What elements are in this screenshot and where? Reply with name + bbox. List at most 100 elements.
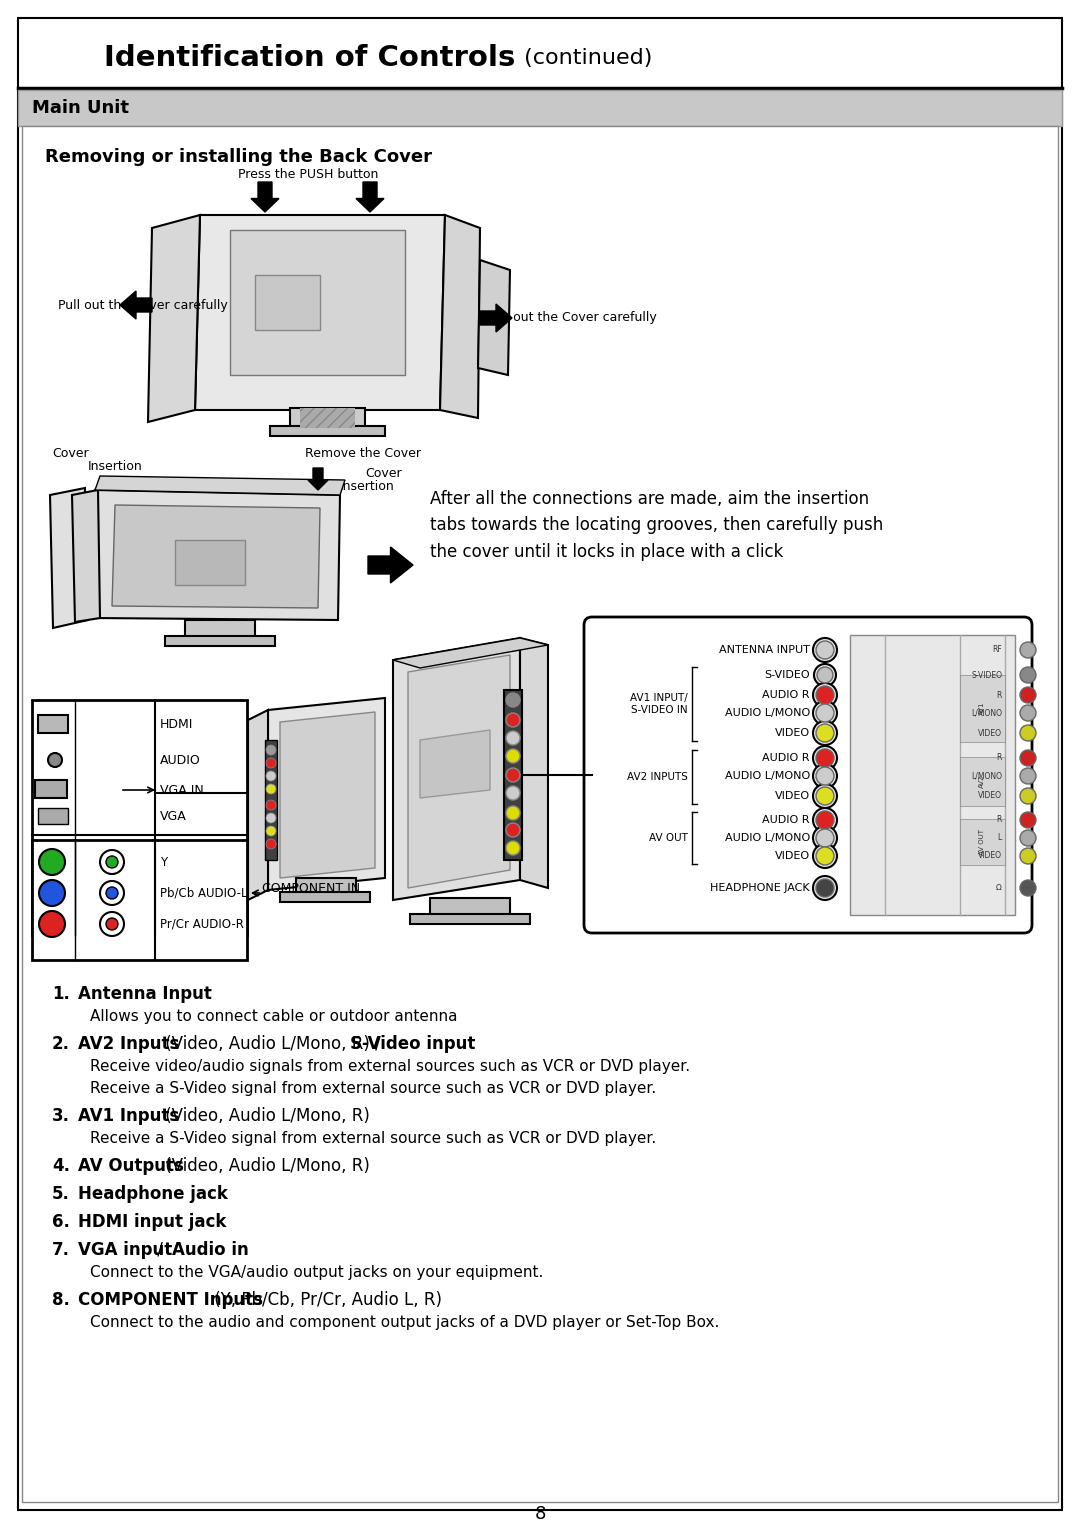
Circle shape: [816, 641, 834, 660]
Text: HDMI input jack: HDMI input jack: [78, 1212, 227, 1231]
Text: AUDIO R: AUDIO R: [762, 815, 810, 825]
Bar: [296, 878, 356, 893]
Text: VIDEO: VIDEO: [978, 728, 1002, 738]
Text: VIDEO: VIDEO: [774, 851, 810, 861]
FancyBboxPatch shape: [584, 617, 1032, 933]
Text: S-VIDEO: S-VIDEO: [971, 670, 1002, 680]
Polygon shape: [519, 638, 548, 889]
Circle shape: [48, 753, 62, 767]
Circle shape: [813, 638, 837, 663]
Text: Insertion: Insertion: [340, 479, 395, 493]
Text: Connect to the VGA/audio output jacks on your equipment.: Connect to the VGA/audio output jacks on…: [90, 1264, 543, 1280]
Circle shape: [266, 812, 276, 823]
Polygon shape: [440, 215, 480, 418]
Polygon shape: [195, 215, 445, 411]
Circle shape: [266, 757, 276, 768]
Circle shape: [1020, 788, 1036, 805]
Polygon shape: [420, 730, 490, 799]
Text: AUDIO L/MONO: AUDIO L/MONO: [725, 709, 810, 718]
Text: 8.: 8.: [52, 1290, 70, 1309]
Bar: [32, 840, 247, 960]
Circle shape: [1020, 768, 1036, 783]
Text: HEADPHONE JACK: HEADPHONE JACK: [711, 883, 810, 893]
Text: HDMI: HDMI: [160, 718, 193, 730]
Text: VIDEO: VIDEO: [978, 852, 1002, 861]
Circle shape: [813, 721, 837, 745]
Polygon shape: [356, 182, 384, 212]
Text: AV OUT: AV OUT: [978, 829, 985, 855]
Text: L/MONO: L/MONO: [971, 709, 1002, 718]
Circle shape: [100, 881, 124, 906]
Polygon shape: [92, 490, 340, 620]
Bar: [165, 637, 275, 646]
Text: (Y, Pb/Cb, Pr/Cr, Audio L, R): (Y, Pb/Cb, Pr/Cr, Audio L, R): [210, 1290, 442, 1309]
Circle shape: [813, 747, 837, 770]
Text: COMPONENT Inputs: COMPONENT Inputs: [78, 1290, 264, 1309]
Text: RF: RF: [993, 646, 1002, 655]
Circle shape: [39, 849, 65, 875]
Text: 3.: 3.: [52, 1107, 70, 1125]
Circle shape: [507, 806, 519, 820]
Bar: [185, 620, 255, 638]
Text: AUDIO R: AUDIO R: [762, 690, 810, 699]
Circle shape: [816, 880, 834, 896]
Circle shape: [266, 771, 276, 780]
Circle shape: [814, 664, 836, 686]
Circle shape: [1020, 812, 1036, 828]
Circle shape: [813, 683, 837, 707]
Circle shape: [813, 808, 837, 832]
Polygon shape: [248, 710, 268, 899]
Text: Pull out the Cover carefully: Pull out the Cover carefully: [58, 298, 228, 312]
Bar: [265, 741, 276, 860]
Circle shape: [507, 841, 519, 855]
Circle shape: [507, 823, 519, 837]
Circle shape: [816, 704, 834, 722]
Text: ANTENNA INPUT: ANTENNA INPUT: [719, 644, 810, 655]
Text: S-Video input: S-Video input: [350, 1035, 476, 1054]
Polygon shape: [50, 489, 87, 628]
Text: AV2 INPUTS: AV2 INPUTS: [627, 773, 688, 782]
Bar: [291, 408, 365, 428]
Circle shape: [816, 750, 834, 767]
Text: R: R: [997, 815, 1002, 825]
Circle shape: [266, 826, 276, 835]
Text: AUDIO L/MONO: AUDIO L/MONO: [725, 834, 810, 843]
Text: Y: Y: [160, 855, 167, 869]
Bar: [430, 898, 510, 916]
Text: 4.: 4.: [52, 1157, 70, 1174]
Circle shape: [507, 768, 519, 782]
Text: AV1 INPUT/
S-VIDEO IN: AV1 INPUT/ S-VIDEO IN: [631, 693, 688, 715]
Text: Main Unit: Main Unit: [32, 99, 129, 118]
Circle shape: [813, 783, 837, 808]
Text: L/MONO: L/MONO: [971, 771, 1002, 780]
Circle shape: [1020, 667, 1036, 683]
Text: /: /: [152, 1241, 167, 1258]
Text: Connect to the audio and component output jacks of a DVD player or Set-Top Box.: Connect to the audio and component outpu…: [90, 1315, 719, 1330]
Circle shape: [266, 800, 276, 809]
Polygon shape: [393, 638, 519, 899]
Circle shape: [106, 918, 118, 930]
Bar: [175, 541, 245, 585]
Bar: [270, 426, 384, 437]
Circle shape: [106, 857, 118, 867]
Text: VIDEO: VIDEO: [774, 728, 810, 738]
Circle shape: [1020, 847, 1036, 864]
Text: Identification of Controls: Identification of Controls: [104, 44, 515, 72]
Text: 5.: 5.: [52, 1185, 70, 1203]
Circle shape: [266, 783, 276, 794]
Bar: [960, 818, 1005, 864]
Bar: [850, 635, 1015, 915]
Text: L: L: [998, 834, 1002, 843]
Text: Press the PUSH button: Press the PUSH button: [238, 168, 378, 182]
Text: 2.: 2.: [52, 1035, 70, 1054]
Polygon shape: [268, 698, 384, 890]
Text: After all the connections are made, aim the insertion
tabs towards the locating : After all the connections are made, aim …: [430, 490, 883, 560]
Text: VGA IN: VGA IN: [160, 783, 204, 797]
Polygon shape: [408, 655, 510, 889]
Text: R: R: [997, 753, 1002, 762]
Bar: [32, 699, 247, 935]
Polygon shape: [308, 467, 328, 490]
Text: Cover: Cover: [52, 447, 89, 460]
Circle shape: [816, 847, 834, 864]
Polygon shape: [393, 638, 548, 667]
